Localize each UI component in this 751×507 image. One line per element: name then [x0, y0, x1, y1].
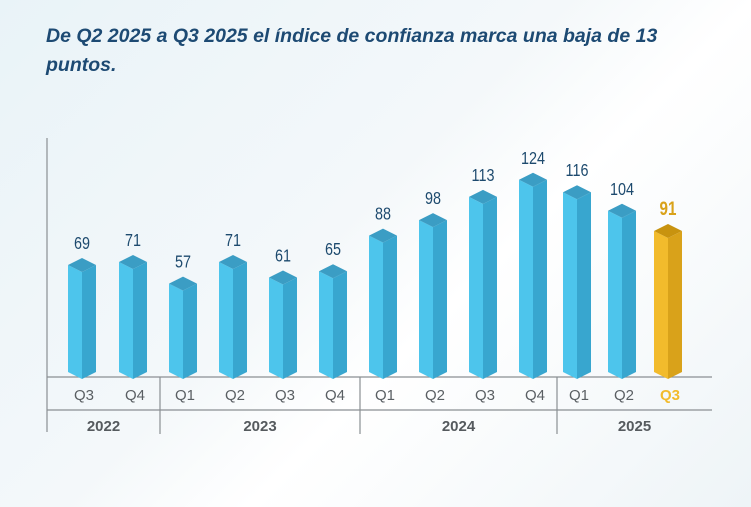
year-label: 2025 [618, 418, 651, 435]
bar-top-face [519, 172, 547, 187]
bar-top-face [169, 276, 197, 291]
bar-top-face [219, 254, 247, 269]
bar-top-face [119, 254, 147, 269]
bar-top-face [68, 258, 96, 273]
data-label: 88 [375, 204, 391, 224]
bar-front-face [219, 261, 233, 379]
bar-front-face [563, 192, 577, 379]
bar-side-face [622, 210, 636, 379]
bar-top-face [563, 185, 591, 200]
bar-top-face [419, 213, 447, 228]
bar-side-face [283, 277, 297, 379]
bar-front-face [608, 210, 622, 379]
bar-front-face [68, 265, 82, 379]
x-tick-label: Q3 [660, 387, 680, 404]
bar-side-face [183, 283, 197, 379]
x-tick-label: Q4 [325, 387, 345, 404]
data-label: 69 [74, 234, 90, 254]
bar-front-face [369, 235, 383, 379]
bar-front-face [169, 283, 183, 379]
bar-top-face [654, 223, 682, 238]
year-label: 2022 [87, 418, 120, 435]
bar-side-face [133, 261, 147, 379]
x-tick-label: Q3 [275, 387, 295, 404]
bar-side-face [483, 196, 497, 379]
bar-front-face [419, 220, 433, 379]
x-tick-label: Q4 [525, 387, 545, 404]
data-label: 124 [521, 148, 545, 168]
bar-front-face [469, 196, 483, 379]
bar-front-face [319, 271, 333, 379]
bar-side-face [668, 230, 682, 379]
bar-top-face [269, 270, 297, 285]
x-tick-label: Q1 [375, 387, 395, 404]
bar-side-face [233, 261, 247, 379]
data-label: 104 [610, 179, 634, 199]
bar-top-face [369, 228, 397, 243]
data-label: 61 [275, 246, 291, 266]
x-tick-label: Q3 [74, 387, 94, 404]
x-tick-label: Q1 [569, 387, 589, 404]
year-label: 2023 [243, 418, 276, 435]
bar-front-face [269, 277, 283, 379]
data-label: 98 [425, 189, 441, 209]
data-label: 113 [472, 165, 495, 185]
x-tick-label: Q2 [225, 387, 245, 404]
bar-side-face [82, 265, 96, 379]
bar-side-face [577, 192, 591, 379]
data-label: 65 [325, 240, 341, 260]
x-tick-label: Q2 [425, 387, 445, 404]
bar-side-face [533, 179, 547, 379]
bar-side-face [383, 235, 397, 379]
bar-top-face [608, 203, 636, 218]
chart-title: De Q2 2025 a Q3 2025 el índice de confia… [46, 25, 658, 76]
bar-front-face [654, 230, 668, 379]
data-label: 116 [566, 161, 589, 181]
year-label: 2024 [442, 418, 476, 435]
data-label: 91 [660, 197, 677, 219]
x-tick-label: Q3 [475, 387, 495, 404]
bar-front-face [519, 179, 533, 379]
bar-front-face [119, 261, 133, 379]
x-tick-label: Q1 [175, 387, 195, 404]
bar-side-face [433, 220, 447, 379]
x-tick-label: Q4 [125, 387, 145, 404]
data-label: 71 [125, 230, 141, 250]
bar-top-face [469, 189, 497, 204]
x-tick-label: Q2 [614, 387, 634, 404]
bar-top-face [319, 264, 347, 279]
data-label: 71 [225, 230, 241, 250]
data-label: 57 [175, 252, 191, 272]
bar-side-face [333, 271, 347, 379]
